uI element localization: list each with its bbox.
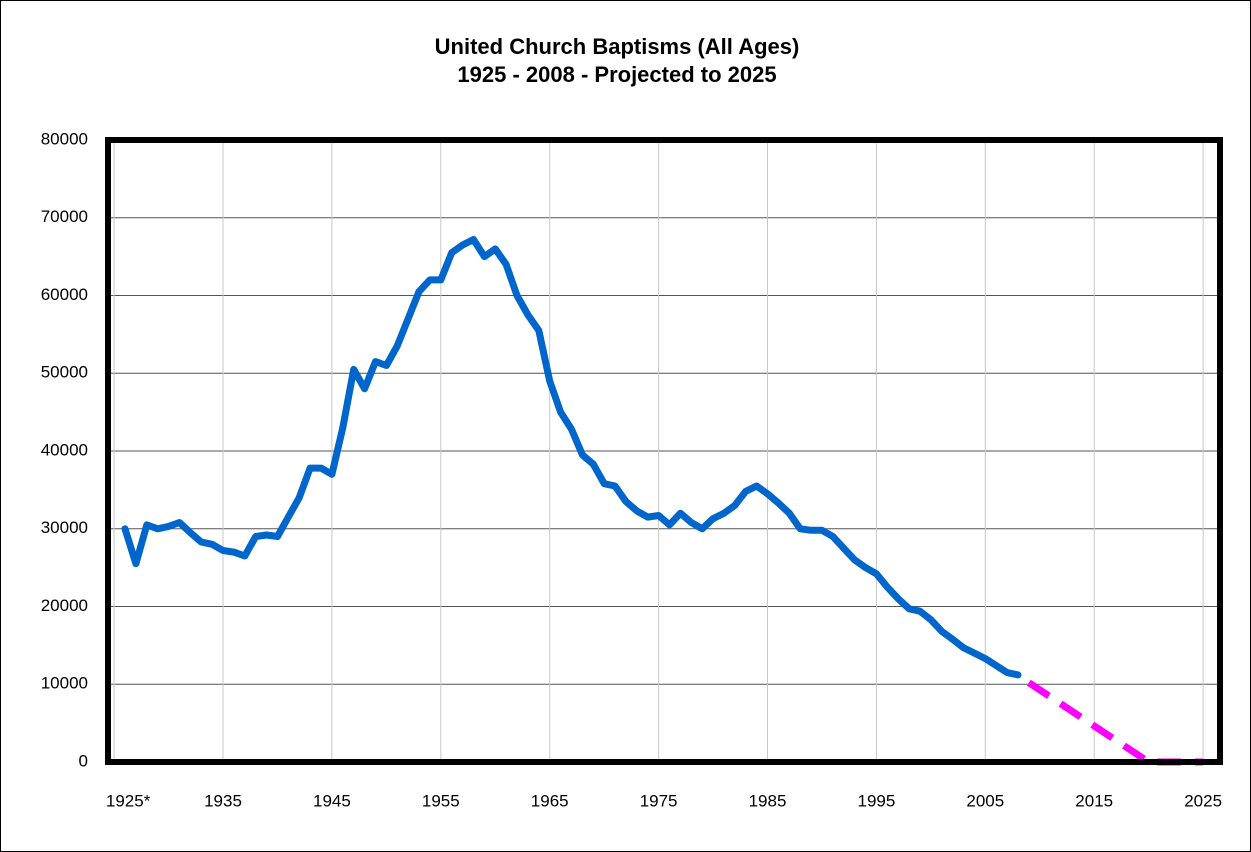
x-tick-label: 2005: [966, 791, 1004, 810]
x-tick-label: 1955: [422, 791, 460, 810]
y-tick-label: 60000: [41, 285, 88, 304]
plot: [121, 236, 1204, 766]
x-tick-label: 1965: [531, 791, 569, 810]
y-tick-label: 20000: [41, 596, 88, 615]
y-tick-label: 10000: [41, 674, 88, 693]
y-tick-label: 0: [79, 751, 88, 770]
y-tick-label: 50000: [41, 363, 88, 382]
plot-frame: [105, 137, 1223, 765]
y-tick-label: 80000: [41, 129, 88, 148]
y-tick-label: 30000: [41, 518, 88, 537]
chart-subtitle: 1925 - 2008 - Projected to 2025: [457, 62, 776, 87]
x-tick-label: 1945: [313, 791, 351, 810]
x-tick-label: 2015: [1075, 791, 1113, 810]
grid: [108, 139, 1220, 763]
y-tick-label: 40000: [41, 440, 88, 459]
x-tick-label: 1935: [204, 791, 242, 810]
x-tick-label: 1995: [857, 791, 895, 810]
data-line: [121, 236, 1022, 679]
x-tick-label: 1985: [749, 791, 787, 810]
chart-title: United Church Baptisms (All Ages): [435, 34, 800, 59]
x-tick-label: 1975: [640, 791, 678, 810]
x-tick-label: 2025: [1184, 791, 1222, 810]
x-tick-label: 1925*: [106, 791, 151, 810]
data-line: [1026, 679, 1204, 766]
y-tick-label: 70000: [41, 207, 88, 226]
